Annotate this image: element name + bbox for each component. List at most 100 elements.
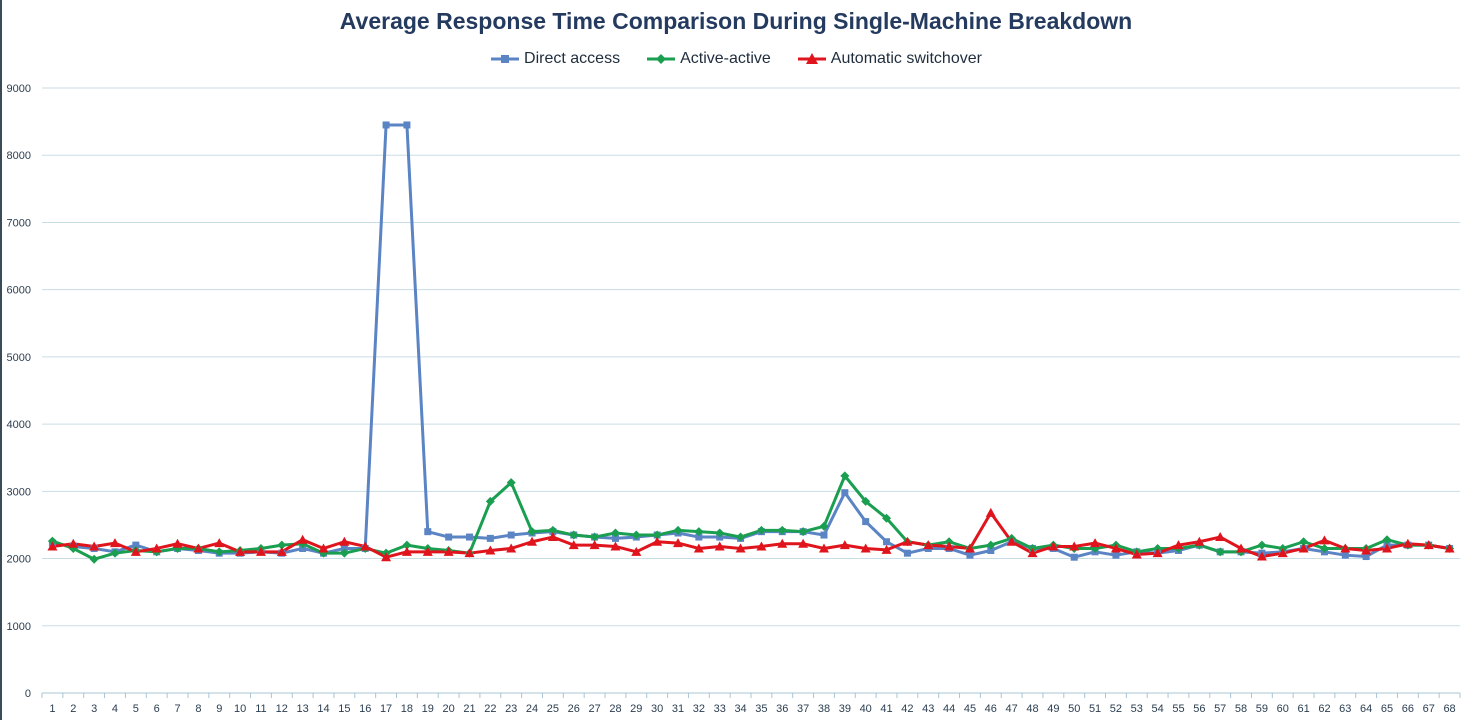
x-tick-label: 4	[112, 703, 118, 715]
x-tick-label: 33	[714, 703, 726, 715]
series-1-point	[340, 544, 348, 552]
series-3-point	[1173, 540, 1184, 550]
series-1-point	[903, 549, 911, 557]
series-2-point	[277, 540, 287, 550]
series-1-point	[1112, 551, 1120, 559]
y-tick-label: 5000	[7, 352, 31, 364]
series-3-point	[1402, 538, 1413, 548]
x-tick-label: 30	[651, 703, 663, 715]
series-3-point	[214, 538, 225, 548]
series-3-point	[1277, 548, 1288, 558]
x-tick-label: 29	[630, 703, 642, 715]
x-tick-label: 44	[943, 703, 955, 715]
series-3-point	[985, 507, 996, 517]
series-2-point	[652, 530, 662, 540]
y-tick-label: 2000	[7, 554, 31, 566]
series-2-point	[214, 547, 224, 557]
x-tick-label: 1	[49, 703, 55, 715]
series-2-point	[736, 532, 746, 542]
x-tick-label: 59	[1256, 703, 1268, 715]
x-tick-label: 39	[839, 703, 851, 715]
series-3-point	[1194, 536, 1205, 546]
series-1-point	[382, 121, 390, 129]
series-2-point	[840, 471, 850, 481]
legend-label: Direct access	[524, 50, 621, 67]
series-2-point	[1382, 535, 1392, 545]
series-2-point	[89, 554, 99, 564]
x-tick-label: 35	[755, 703, 767, 715]
series-1-point	[465, 533, 473, 541]
x-tick-label: 57	[1214, 703, 1226, 715]
series-3-point	[1027, 548, 1038, 558]
series-3-point	[172, 538, 183, 548]
x-tick-label: 24	[526, 703, 538, 715]
series-3-point	[276, 546, 287, 556]
x-tick-label: 28	[609, 703, 621, 715]
x-tick-label: 68	[1443, 703, 1455, 715]
y-tick-label: 0	[25, 688, 31, 700]
series-3-point	[798, 538, 809, 548]
series-1-point	[841, 489, 849, 497]
series-2-point	[819, 521, 829, 531]
x-tick-label: 2	[70, 703, 76, 715]
x-tick-label: 64	[1360, 703, 1372, 715]
series-3-point	[1069, 541, 1080, 551]
series-3-point	[881, 544, 892, 554]
series-3-point	[360, 541, 371, 551]
x-tick-label: 54	[1152, 703, 1164, 715]
x-tick-label: 50	[1068, 703, 1080, 715]
series-3-point	[1110, 543, 1121, 553]
x-tick-label: 11	[255, 703, 266, 715]
series-3-point	[673, 538, 684, 548]
series-3-point	[631, 546, 642, 556]
series-3-point	[1340, 543, 1351, 553]
series-2-point	[631, 530, 641, 540]
x-tick-label: 63	[1339, 703, 1351, 715]
series-1-point	[1341, 551, 1349, 559]
series-3-point	[318, 543, 329, 553]
x-tick-label: 3	[91, 703, 97, 715]
x-tick-label: 67	[1423, 703, 1435, 715]
x-tick-label: 36	[776, 703, 788, 715]
window-edge-divider	[0, 0, 2, 720]
series-3-point	[652, 536, 663, 546]
series-3-point	[714, 541, 725, 551]
x-tick-label: 47	[1006, 703, 1018, 715]
series-3-point	[923, 540, 934, 550]
series-3-point	[1382, 543, 1393, 553]
series-3-point	[860, 543, 871, 553]
series-3-point	[443, 546, 454, 556]
x-tick-label: 56	[1193, 703, 1205, 715]
series-2-point	[485, 496, 495, 506]
series-3-point	[1319, 535, 1330, 545]
x-tick-label: 42	[901, 703, 913, 715]
series-3-point	[89, 541, 100, 551]
series-1-point	[966, 551, 974, 559]
series-3-point	[964, 543, 975, 553]
series-3-point	[1444, 543, 1455, 553]
x-tick-label: 45	[964, 703, 976, 715]
x-tick-label: 10	[234, 703, 246, 715]
y-tick-label: 8000	[7, 150, 31, 162]
series-1-point	[820, 531, 828, 539]
x-tick-label: 38	[818, 703, 830, 715]
x-tick-label: 5	[133, 703, 139, 715]
series-1-point	[507, 531, 515, 539]
series-1-point	[403, 121, 411, 129]
x-tick-label: 20	[443, 703, 455, 715]
series-3-point	[193, 543, 204, 553]
x-tick-label: 62	[1318, 703, 1330, 715]
series-3-point	[68, 538, 79, 548]
legend-item: Direct access	[490, 50, 620, 68]
series-3-point	[1361, 545, 1372, 555]
series-3-point	[1152, 548, 1163, 558]
y-tick-label: 7000	[7, 217, 31, 229]
series-3-point	[944, 541, 955, 551]
series-3-point	[902, 536, 913, 546]
x-tick-label: 58	[1235, 703, 1247, 715]
x-tick-label: 19	[422, 703, 434, 715]
series-3-point	[777, 538, 788, 548]
chart-title: Average Response Time Comparison During …	[339, 8, 1133, 34]
series-3-point	[1256, 551, 1267, 561]
